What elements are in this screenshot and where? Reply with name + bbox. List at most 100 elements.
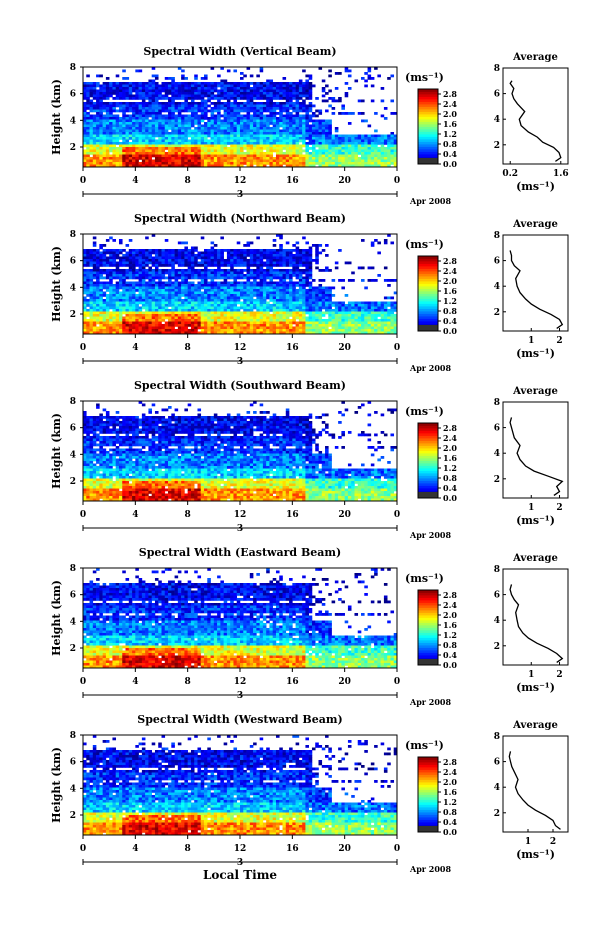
- heatmap-cell: [328, 142, 332, 145]
- heatmap-cell: [125, 314, 130, 317]
- heatmap-cell: [321, 164, 326, 168]
- heatmap-cell: [230, 331, 234, 335]
- heatmap-cell: [246, 311, 251, 315]
- heatmap-cell: [168, 276, 172, 280]
- heatmap-cell: [148, 316, 152, 320]
- heatmap-cell: [138, 326, 143, 330]
- heatmap-cell: [105, 124, 110, 128]
- heatmap-cell: [184, 316, 188, 320]
- heatmap-cell: [285, 271, 290, 275]
- heatmap-cell: [380, 134, 385, 138]
- heatmap-cell: [158, 276, 162, 280]
- heatmap-cell: [210, 306, 215, 310]
- heatmap-cell: [102, 286, 107, 290]
- heatmap-cell: [168, 109, 172, 113]
- heatmap-cell: [105, 306, 110, 310]
- heatmap-cell: [105, 84, 110, 88]
- heatmap-cell: [289, 92, 293, 95]
- heatmap-cell: [246, 321, 251, 325]
- heatmap-cell: [275, 122, 280, 125]
- heatmap-cell: [236, 274, 241, 277]
- heatmap-cell: [115, 104, 120, 108]
- heatmap-cell: [236, 89, 241, 93]
- heatmap-cell: [292, 129, 296, 133]
- heatmap-cell: [204, 266, 208, 270]
- heatmap-cell: [262, 117, 267, 120]
- heatmap-cell: [230, 162, 234, 165]
- heatmap-cell: [325, 159, 329, 163]
- heatmap-cell: [328, 124, 332, 128]
- heatmap-cell: [161, 271, 166, 275]
- heatmap-cell: [115, 139, 120, 143]
- heatmap-cell: [289, 112, 293, 115]
- heatmap-cell: [86, 261, 90, 265]
- heatmap-cell: [122, 256, 126, 260]
- heatmap-cell: [292, 281, 296, 285]
- heatmap-cell: [236, 119, 241, 123]
- heatmap-cell: [256, 127, 260, 130]
- heatmap-cell: [151, 114, 156, 118]
- heatmap-cell: [272, 102, 277, 105]
- heatmap-cell: [387, 77, 391, 80]
- heatmap-cell: [321, 124, 326, 128]
- heatmap-cell: [174, 107, 179, 110]
- heatmap-cell: [204, 134, 208, 138]
- heatmap-cell: [236, 306, 241, 310]
- heatmap-cell: [99, 331, 103, 335]
- heatmap-cell: [236, 142, 241, 145]
- heatmap-cell: [243, 274, 247, 277]
- heatmap-cell: [151, 97, 156, 100]
- heatmap-cell: [158, 294, 162, 297]
- heatmap-cell: [230, 87, 234, 90]
- heatmap-cell: [308, 89, 313, 93]
- heatmap-cell: [217, 159, 221, 163]
- heatmap-cell: [259, 119, 264, 123]
- heatmap-cell: [161, 114, 166, 118]
- heatmap-cell: [311, 112, 316, 115]
- heatmap-cell: [210, 82, 215, 85]
- heatmap-cell: [122, 112, 126, 115]
- heatmap-cell: [200, 132, 205, 135]
- heatmap-cell: [181, 87, 185, 90]
- heatmap-cell: [256, 164, 260, 168]
- heatmap-cell: [223, 134, 228, 138]
- heatmap-cell: [269, 149, 274, 153]
- heatmap-cell: [96, 266, 100, 270]
- heatmap-cell: [305, 147, 309, 150]
- heatmap-cell: [148, 261, 152, 265]
- heatmap-cell: [256, 251, 260, 255]
- heatmap-cell: [204, 296, 208, 300]
- heatmap-cell: [197, 147, 202, 150]
- heatmap-cell: [249, 324, 254, 327]
- heatmap-cell: [102, 104, 107, 108]
- heatmap-cell: [236, 122, 241, 125]
- heatmap-cell: [200, 114, 205, 118]
- heatmap-cell: [285, 84, 290, 88]
- heatmap-cell: [135, 251, 139, 255]
- heatmap-cell: [289, 149, 293, 153]
- heatmap-cell: [194, 112, 198, 115]
- heatmap-cell: [220, 137, 224, 140]
- heatmap-cell: [168, 314, 172, 317]
- heatmap-cell: [89, 254, 94, 257]
- heatmap-cell: [259, 316, 264, 320]
- heatmap-cell: [154, 299, 159, 302]
- heatmap-cell: [118, 261, 123, 265]
- heatmap-cell: [132, 134, 136, 138]
- heatmap-cell: [233, 276, 238, 280]
- heatmap-cell: [213, 314, 218, 317]
- heatmap-cell: [289, 144, 293, 148]
- heatmap-cell: [161, 309, 166, 312]
- heatmap-cell: [380, 139, 385, 143]
- heatmap-cell: [83, 254, 87, 257]
- heatmap-cell: [190, 134, 195, 138]
- heatmap-cell: [204, 324, 208, 327]
- heatmap-cell: [266, 294, 270, 297]
- heatmap-cell: [226, 82, 231, 85]
- heatmap-cell: [282, 251, 287, 255]
- heatmap-cell: [158, 134, 162, 138]
- heatmap-cell: [298, 89, 303, 93]
- heatmap-cell: [298, 137, 303, 140]
- heatmap-cell: [249, 256, 254, 260]
- heatmap-cell: [272, 112, 277, 115]
